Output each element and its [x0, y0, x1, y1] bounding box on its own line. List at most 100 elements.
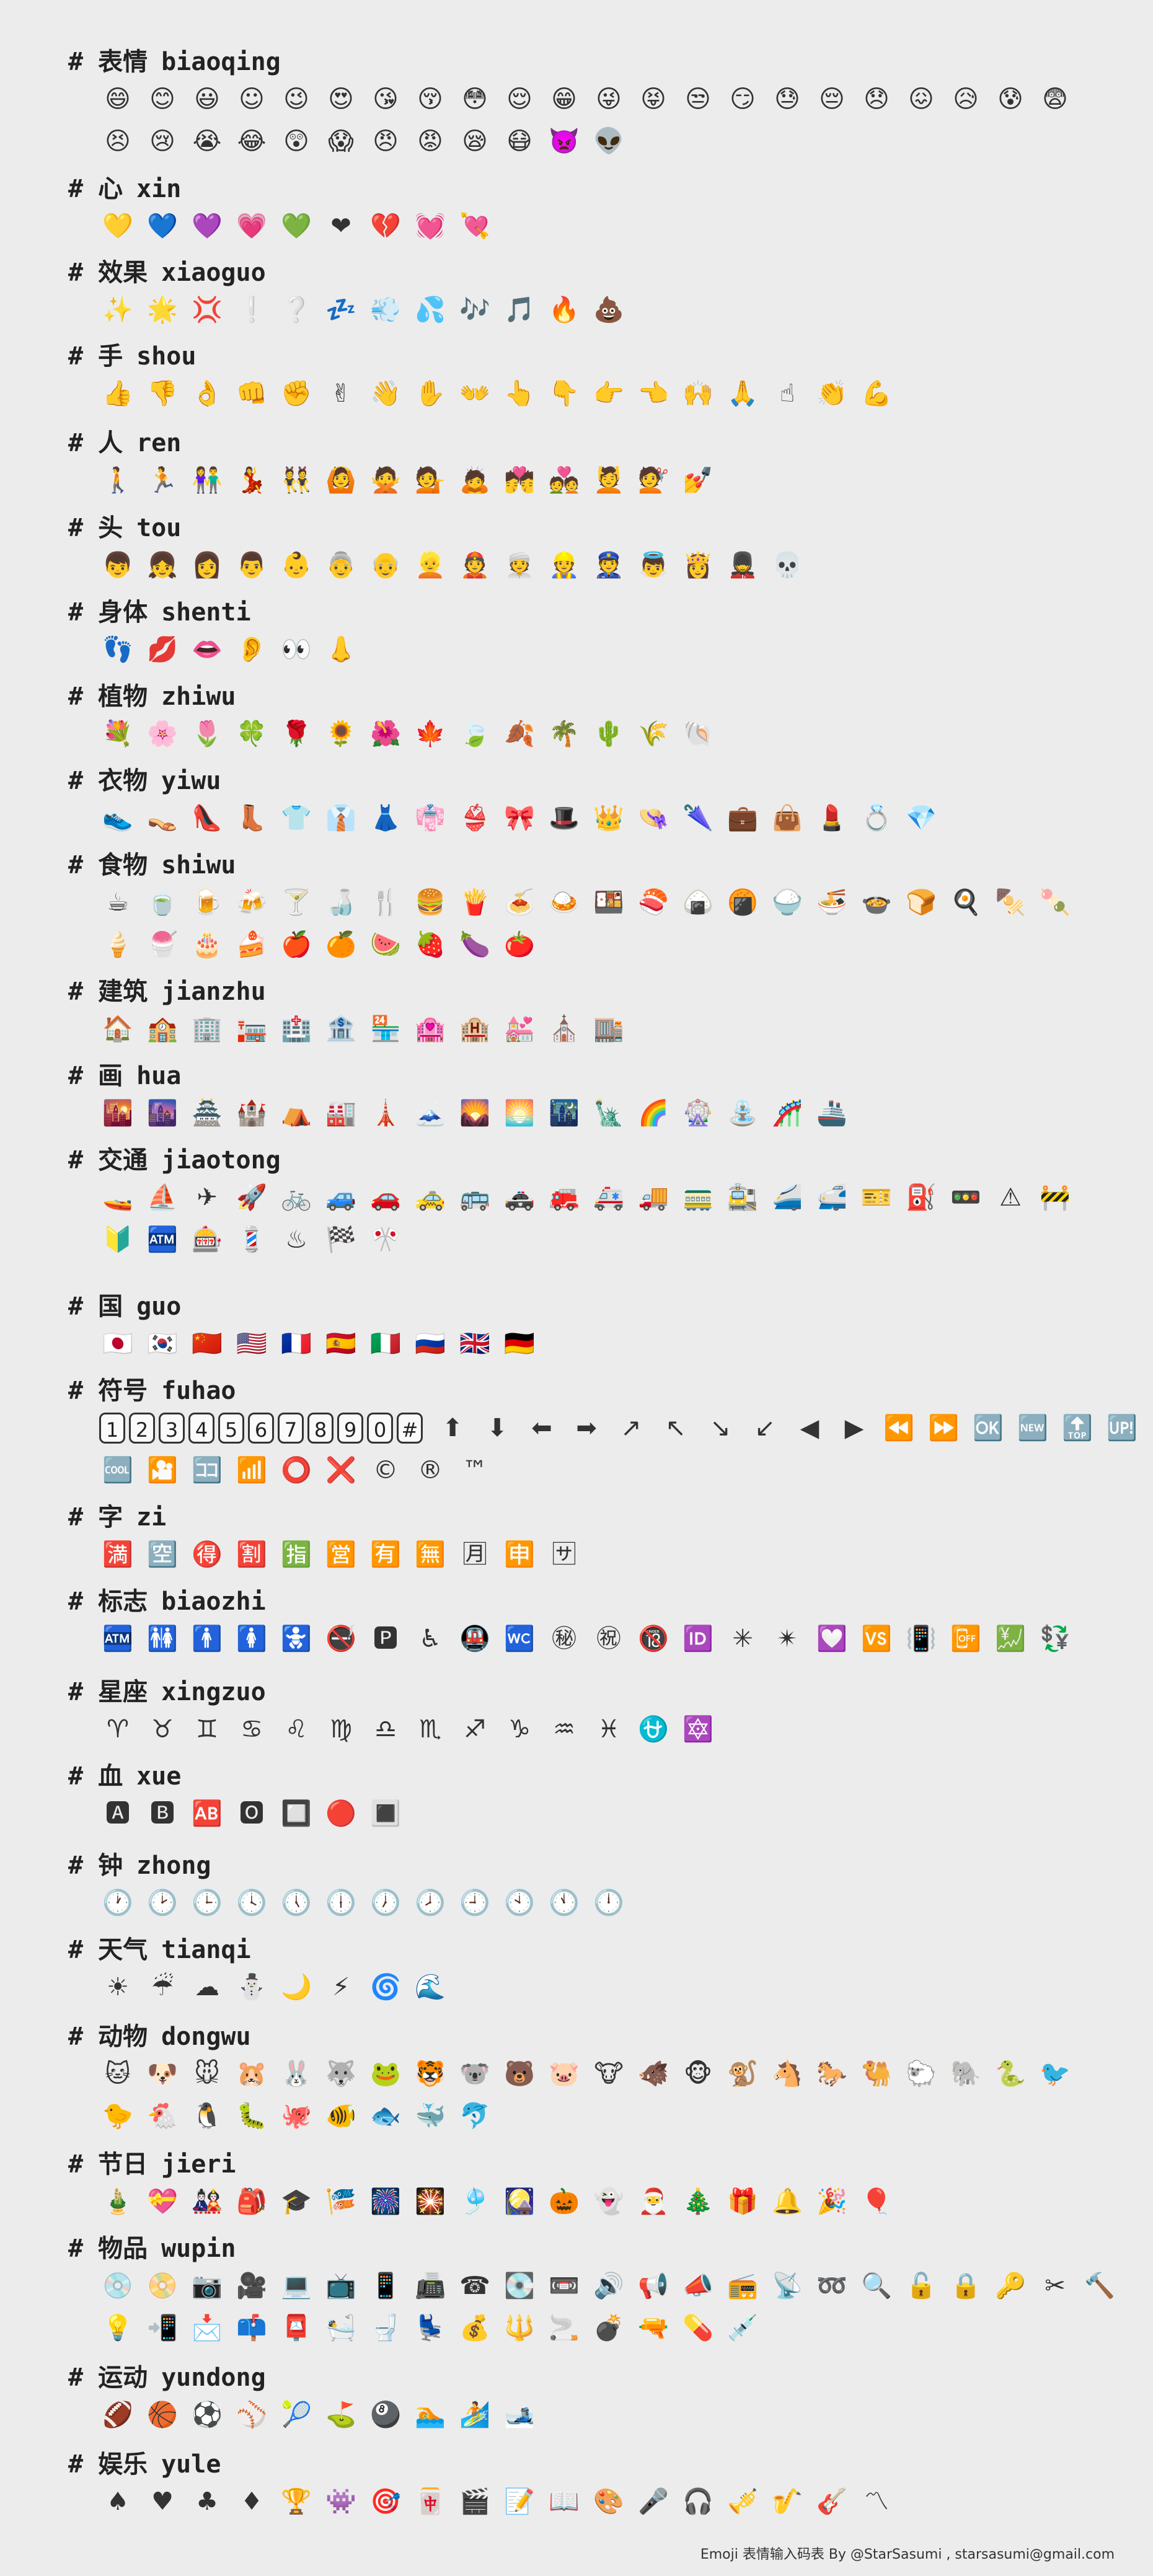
- section-title-chinese: 头: [98, 514, 123, 542]
- emoji-icon: 🎫: [861, 1183, 892, 1212]
- emoji-icon: ♎: [374, 1715, 397, 1744]
- keycap-2-icon: 2: [129, 1413, 155, 1444]
- section-hash: #: [68, 1936, 84, 1964]
- emoji-icon: 🆚: [861, 1625, 892, 1653]
- emoji-icon: ⛪: [549, 1015, 580, 1043]
- emoji-icon: 👲: [459, 551, 490, 580]
- emoji-icon: 🍅: [504, 930, 535, 959]
- emoji-icon: 👷: [549, 551, 580, 580]
- emoji-icon: 🐳: [415, 2102, 446, 2130]
- section-title-pinyin: xin: [136, 175, 182, 203]
- emoji-icon: 😷: [506, 127, 532, 156]
- emoji-icon: 📺: [325, 2272, 356, 2300]
- emoji-icon: 🎑: [504, 2187, 535, 2216]
- emoji-icon: 🚶: [102, 466, 133, 495]
- emoji-icon: 🐎: [816, 2060, 847, 2088]
- emoji-icon: 🐻: [504, 2060, 535, 2088]
- keycap-hash-icon: #: [397, 1413, 423, 1444]
- emoji-icon: 💊: [683, 2314, 713, 2342]
- emoji-icon: ↖: [665, 1414, 686, 1442]
- emoji-icon: 🚻: [147, 1625, 178, 1653]
- emoji-icon: ☁: [195, 1973, 219, 2001]
- section-title-chinese: 食物: [98, 851, 148, 880]
- keycap-1-icon: 1: [99, 1413, 125, 1444]
- section-header: # 物品 wupin: [68, 2230, 236, 2267]
- section-title-pinyin: biaozhi: [161, 1587, 266, 1616]
- emoji-icon: 🏁: [325, 1225, 356, 1254]
- section-hash: #: [68, 258, 84, 287]
- emoji-icon: 🙌: [683, 379, 713, 408]
- emoji-icon: 🈚: [415, 1540, 446, 1569]
- emoji-icon: 🆎: [192, 1799, 223, 1828]
- emoji-icon: 🐴: [772, 2060, 803, 2088]
- emoji-icon: 🚬: [549, 2314, 580, 2342]
- emoji-icon: 💹: [995, 1625, 1026, 1653]
- emoji-icon: 👵: [325, 551, 356, 580]
- emoji-icon: 📝: [504, 2487, 535, 2516]
- emoji-icon: 👯: [281, 466, 312, 495]
- emoji-icon: 🐵: [683, 2060, 713, 2088]
- emoji-icon: 🎍: [102, 2187, 133, 2216]
- emoji-icon: ✌: [330, 379, 351, 408]
- emoji-icon: 🏄: [459, 2401, 490, 2429]
- emoji-icon: 🅰: [105, 1799, 130, 1828]
- section-hash: #: [68, 1062, 84, 1090]
- emoji-icon: ♣: [196, 2487, 218, 2516]
- emoji-icon: 🚃: [683, 1183, 713, 1212]
- emoji-icon: 🌺: [370, 720, 401, 748]
- emoji-icon: 🚢: [816, 1099, 847, 1127]
- emoji-icon: 👐: [459, 379, 490, 408]
- emoji-icon: ⛽: [906, 1183, 937, 1212]
- emoji-icon: 🎅: [638, 2187, 669, 2216]
- emoji-icon: 🎄: [683, 2187, 713, 2216]
- section-header: # 标志 biaozhi: [68, 1583, 266, 1620]
- emoji-icon: 🐠: [325, 2102, 356, 2130]
- keycap-7-icon: 7: [278, 1413, 304, 1444]
- emoji-icon: 🎓: [281, 2187, 312, 2216]
- emoji-icon: 😞: [864, 85, 890, 113]
- emoji-icon: 🇪🇸: [325, 1330, 356, 1358]
- emoji-icon: 🎁: [727, 2187, 758, 2216]
- section-header: # 运动 yundong: [68, 2359, 266, 2396]
- emoji-icon: 👱: [415, 551, 446, 580]
- emoji-icon: 🍀: [236, 720, 267, 748]
- section-title-pinyin: yule: [161, 2450, 221, 2479]
- emoji-icon: 🏬: [593, 1015, 624, 1043]
- emoji-icon: 💿: [102, 2272, 133, 2300]
- keycap-6-icon: 6: [248, 1413, 274, 1444]
- emoji-icon: 🍰: [236, 930, 267, 959]
- section-title-chinese: 标志: [98, 1587, 148, 1616]
- section-title-chinese: 运动: [98, 2363, 148, 2392]
- emoji-icon: 🍚: [772, 888, 803, 917]
- emoji-icon: 💽: [504, 2272, 535, 2300]
- emoji-icon: 💏: [504, 466, 535, 495]
- emoji-icon: 😃: [194, 85, 220, 113]
- section-header: # 心 xin: [68, 170, 181, 208]
- emoji-icon: 📼: [549, 2272, 580, 2300]
- emoji-icon: 🚄: [772, 1183, 803, 1212]
- emoji-icon: 💁: [415, 466, 446, 495]
- emoji-icon: 📳: [906, 1625, 937, 1653]
- emoji-icon: 😨: [1042, 85, 1068, 113]
- emoji-icon: ✴: [777, 1625, 798, 1653]
- emoji-icon: ↙: [754, 1414, 775, 1442]
- section-title-chinese: 天气: [98, 1936, 148, 1964]
- section-title-chinese: 建筑: [98, 977, 148, 1006]
- section-title-pinyin: jieri: [161, 2150, 236, 2179]
- section-hash: #: [68, 1678, 84, 1706]
- emoji-icon: 🚽: [370, 2314, 401, 2342]
- section-title-chinese: 血: [98, 1762, 123, 1791]
- emoji-icon: 🇨🇳: [192, 1330, 223, 1358]
- section-title-chinese: 国: [98, 1292, 123, 1321]
- emoji-icon: 🌹: [281, 720, 312, 748]
- section-title-chinese: 星座: [98, 1678, 148, 1706]
- emoji-icon: 🙏: [727, 379, 758, 408]
- emoji-icon: ♨: [285, 1225, 307, 1254]
- emoji-icon: 🍆: [459, 930, 490, 959]
- emoji-icon: 😉: [283, 85, 309, 113]
- emoji-icon: ♐: [464, 1715, 486, 1744]
- section-header: # 画 hua: [68, 1057, 181, 1095]
- emoji-icon: ☕: [107, 888, 129, 917]
- emoji-icon: 💗: [236, 212, 267, 240]
